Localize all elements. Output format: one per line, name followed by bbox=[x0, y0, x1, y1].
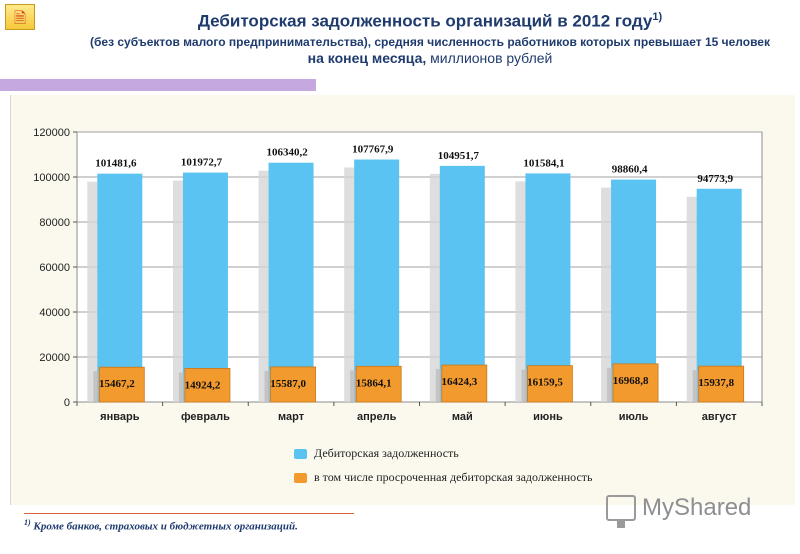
data-label-overdue: 15467,2 bbox=[99, 378, 135, 390]
chart-title: Дебиторская задолженность организаций в … bbox=[60, 11, 800, 32]
y-tick-label: 120000 bbox=[33, 127, 70, 139]
legend-swatch-blue bbox=[294, 449, 307, 460]
bar-overdue bbox=[98, 366, 145, 403]
data-label-receivables: 107767,9 bbox=[352, 144, 394, 156]
bar-receivables bbox=[354, 159, 400, 402]
bar-overdue bbox=[527, 365, 573, 403]
data-label-overdue: 16424,3 bbox=[441, 376, 477, 388]
x-category-label: апрель bbox=[357, 411, 397, 423]
y-tick-label: 80000 bbox=[39, 217, 70, 229]
data-label-receivables: 106340,2 bbox=[266, 147, 308, 159]
bar-overdue bbox=[270, 366, 316, 403]
accent-bar bbox=[0, 79, 316, 91]
x-category-label: март bbox=[278, 411, 305, 423]
legend-item-overdue: в том числе просроченная дебиторская зад… bbox=[294, 470, 593, 485]
bar-overdue bbox=[184, 368, 231, 403]
data-label-overdue: 15864,1 bbox=[356, 377, 392, 389]
y-tick-label: 40000 bbox=[39, 307, 70, 319]
subtitle-rest-part: миллионов рублей bbox=[426, 50, 553, 66]
watermark-text: MyShared bbox=[642, 494, 752, 521]
title-footnote-mark: 1) bbox=[652, 11, 663, 23]
bar-receivables bbox=[439, 165, 485, 402]
subtitle-bold-part: на конец месяца, bbox=[307, 50, 427, 66]
legend-label-overdue: в том числе просроченная дебиторская зад… bbox=[314, 470, 593, 484]
footnote-text: Кроме банков, страховых и бюджетных орга… bbox=[30, 520, 298, 533]
data-label-receivables: 94773,9 bbox=[697, 173, 733, 185]
y-tick-label: 100000 bbox=[33, 172, 70, 184]
legend-item-receivables: Дебиторская задолженность bbox=[294, 446, 459, 461]
footnote: 1) Кроме банков, страховых и бюджетных о… bbox=[24, 518, 298, 533]
y-tick-label: 0 bbox=[64, 397, 70, 409]
data-label-overdue: 16968,8 bbox=[613, 375, 649, 387]
x-category-label: июнь bbox=[533, 411, 563, 423]
x-category-label: июль bbox=[619, 411, 649, 423]
x-category-label: январь bbox=[100, 411, 140, 423]
data-label-receivables: 101584,1 bbox=[523, 157, 564, 169]
footnote-mark: 1) bbox=[24, 518, 31, 527]
legend-swatch-orange bbox=[294, 473, 307, 484]
bar-receivables bbox=[268, 162, 314, 402]
bar-overdue bbox=[441, 364, 488, 403]
footnote-divider bbox=[24, 513, 354, 514]
data-label-overdue: 15937,8 bbox=[698, 377, 734, 389]
x-category-label: февраль bbox=[181, 411, 230, 423]
legend-label-receivables: Дебиторская задолженность bbox=[314, 446, 459, 460]
chart-subtitle-line2: на конец месяца, миллионов рублей bbox=[60, 50, 800, 66]
document-icon[interactable]: 🗎 bbox=[5, 4, 35, 30]
bar-receivables bbox=[97, 173, 143, 402]
data-label-overdue: 16159,5 bbox=[527, 377, 563, 389]
presentation-screen-icon bbox=[606, 495, 636, 528]
watermark[interactable]: MyShared bbox=[606, 490, 752, 528]
data-label-receivables: 98860,4 bbox=[612, 164, 648, 176]
x-category-label: май bbox=[452, 411, 473, 423]
data-label-receivables: 101972,7 bbox=[181, 157, 223, 169]
y-tick-label: 60000 bbox=[39, 262, 70, 274]
chart-subtitle-line1: (без субъектов малого предпринимательств… bbox=[90, 35, 770, 49]
x-category-label: август bbox=[702, 411, 737, 423]
y-tick-label: 20000 bbox=[39, 352, 70, 364]
data-label-overdue: 15587,0 bbox=[270, 378, 306, 390]
bar-receivables bbox=[525, 173, 571, 402]
bar-receivables bbox=[182, 172, 228, 402]
bar-overdue bbox=[612, 363, 659, 403]
data-label-receivables: 101481,6 bbox=[95, 158, 137, 170]
bar-overdue bbox=[698, 365, 745, 403]
data-label-receivables: 104951,7 bbox=[438, 150, 480, 162]
bar-overdue bbox=[355, 365, 402, 403]
chart-title-text: Дебиторская задолженность организаций в … bbox=[197, 11, 653, 31]
data-label-overdue: 14924,2 bbox=[185, 379, 221, 391]
